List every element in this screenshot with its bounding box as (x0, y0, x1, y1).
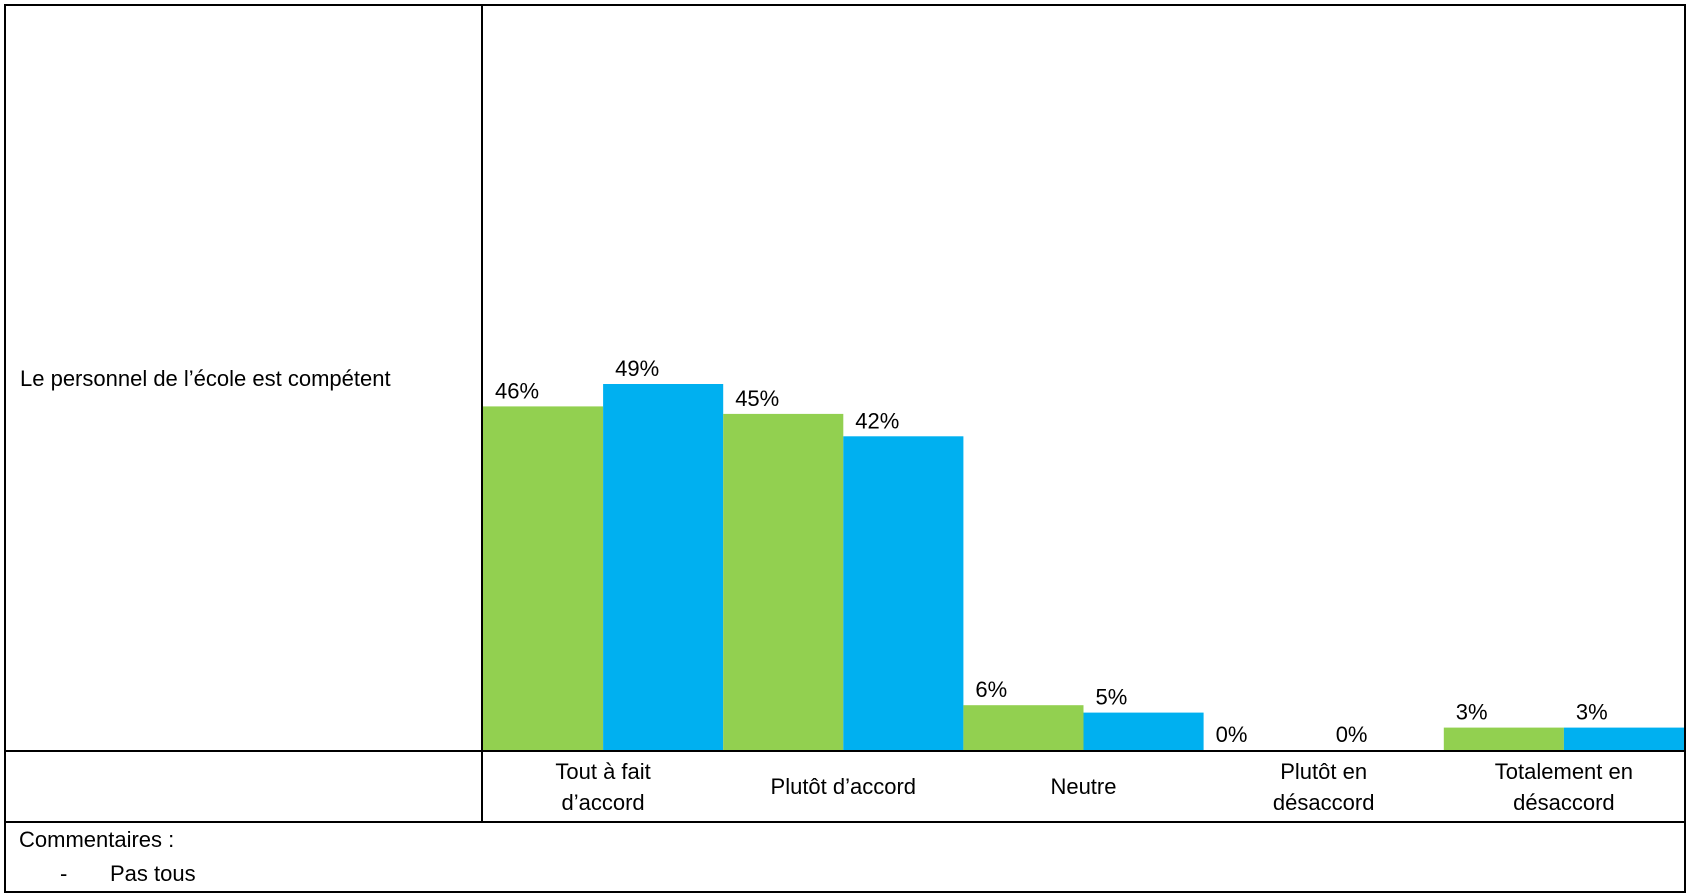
question-label: Le personnel de l’école est compétent (20, 366, 391, 391)
comment-item: - Pas tous (60, 861, 196, 886)
data-label-4-1: 3% (1576, 700, 1608, 725)
table-border-right (1684, 4, 1686, 893)
table-border-bottom (4, 891, 1686, 893)
bar-1-0 (723, 413, 844, 750)
comment-text: Pas tous (110, 861, 196, 886)
data-label-0-1: 49% (615, 356, 659, 381)
data-label-3-1: 0% (1336, 722, 1368, 747)
bar-0-0 (483, 406, 604, 750)
data-label-2-1: 5% (1096, 685, 1128, 710)
category-label-1: Plutôt d’accord (770, 774, 917, 799)
table-column-divider (481, 4, 483, 823)
bar-1-1 (843, 436, 964, 750)
bar-2-0 (963, 705, 1084, 750)
category-label-3: Plutôt en désaccord (1272, 758, 1375, 815)
bar-0-1 (603, 384, 724, 750)
bar-4-0 (1443, 727, 1564, 750)
bar-2-1 (1083, 712, 1204, 750)
data-label-3-0: 0% (1216, 722, 1248, 747)
category-label-4: Totalement en désaccord (1494, 758, 1633, 815)
data-label-2-0: 6% (975, 677, 1007, 702)
table-border-chart-bottom (4, 750, 1686, 752)
table-border-labels-bottom (4, 821, 1686, 823)
category-label-0: Tout à fait d’accord (555, 758, 651, 815)
table-border-top (4, 4, 1686, 6)
data-label-4-0: 3% (1456, 700, 1488, 725)
data-label-0-0: 46% (495, 378, 539, 403)
data-label-1-0: 45% (735, 386, 779, 411)
comments-title: Commentaires : (19, 827, 175, 852)
table-border-left (4, 4, 6, 893)
data-label-1-1: 42% (855, 408, 899, 433)
bar-4-1 (1563, 727, 1684, 750)
category-label-2: Neutre (1050, 774, 1117, 799)
